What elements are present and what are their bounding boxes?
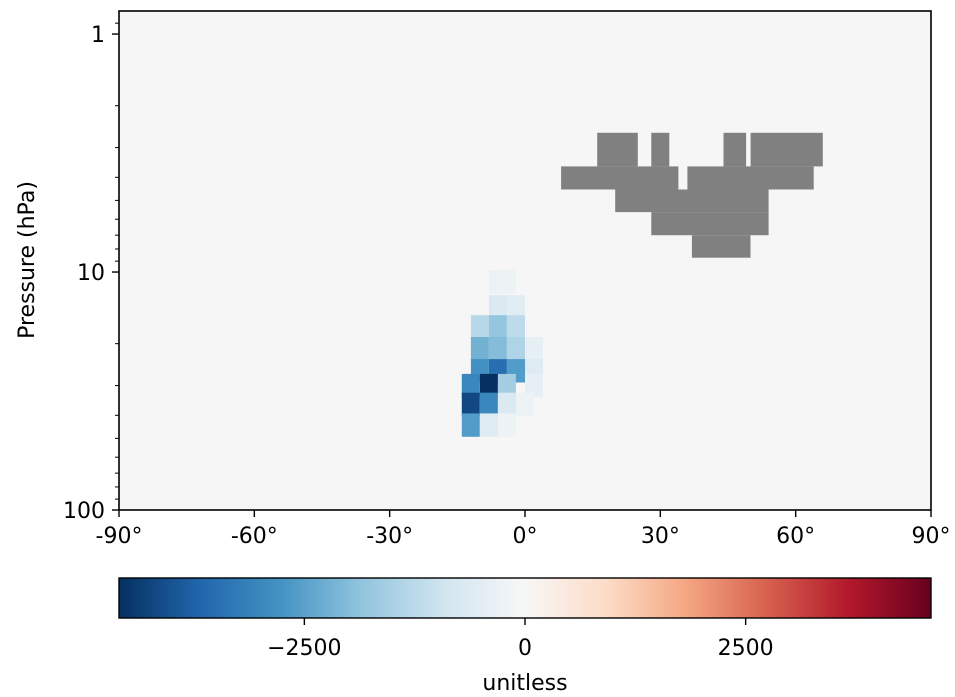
missing-data-cell bbox=[597, 132, 638, 167]
y-tick-label: 10 bbox=[77, 261, 105, 286]
plot-background bbox=[119, 11, 931, 510]
x-tick-label: 90° bbox=[912, 524, 951, 549]
x-tick-label: -90° bbox=[96, 524, 143, 549]
heatmap-cell bbox=[497, 392, 516, 417]
y-tick-label: 1 bbox=[91, 23, 105, 48]
x-tick-label: 0° bbox=[513, 524, 538, 549]
heatmap-cell bbox=[516, 392, 534, 417]
plot-area bbox=[118, 10, 932, 511]
colorbar-tick-label: 2500 bbox=[718, 636, 774, 661]
heatmap-cell bbox=[479, 392, 498, 417]
heatmap-cell bbox=[461, 392, 480, 417]
missing-data-cell bbox=[750, 132, 823, 167]
heatmap-cell bbox=[507, 337, 525, 361]
heatmap-cell bbox=[488, 295, 507, 319]
missing-data-cell bbox=[615, 189, 769, 213]
x-tick-label: 60° bbox=[776, 524, 815, 549]
heatmap-cell bbox=[497, 373, 516, 398]
heatmap-cell bbox=[461, 373, 480, 398]
missing-data-cell bbox=[651, 212, 769, 236]
heatmap-cell bbox=[488, 337, 507, 361]
colorbar-tick-label: −2500 bbox=[267, 636, 341, 661]
y-axis-label: Pressure (hPa) bbox=[15, 181, 40, 339]
missing-data-cell bbox=[723, 132, 747, 167]
heatmap-cell bbox=[479, 413, 498, 437]
heatmap-cell bbox=[479, 373, 498, 398]
heatmap-cell bbox=[497, 270, 516, 294]
x-axis: -90° -60° -30° 0° 30° 60° 90° bbox=[96, 510, 951, 549]
heatmap-cell bbox=[507, 295, 525, 319]
x-tick-label: 30° bbox=[641, 524, 680, 549]
colorbar-label: unitless bbox=[482, 671, 567, 696]
missing-data-cell bbox=[691, 235, 751, 258]
heatmap-cell bbox=[525, 337, 543, 361]
heatmap-cell bbox=[507, 315, 525, 339]
colorbar-ticks: −2500 0 2500 bbox=[267, 618, 774, 661]
heatmap-cells bbox=[461, 270, 543, 437]
heatmap-cell bbox=[488, 315, 507, 339]
y-axis: 1 10 100 bbox=[63, 22, 119, 524]
colorbar: −2500 0 2500 unitless bbox=[118, 577, 932, 696]
missing-data-cell bbox=[687, 166, 814, 190]
heatmap-cell bbox=[497, 413, 516, 437]
x-tick-label: -30° bbox=[366, 524, 413, 549]
missing-data-blocks bbox=[561, 132, 823, 258]
y-tick-label: 100 bbox=[63, 499, 105, 524]
missing-data-cell bbox=[651, 132, 670, 167]
heatmap-cell bbox=[470, 337, 489, 361]
colorbar-tick-label: 0 bbox=[518, 636, 532, 661]
heatmap-cell bbox=[525, 373, 543, 398]
x-tick-label: -60° bbox=[231, 524, 278, 549]
colorbar-gradient bbox=[118, 577, 932, 619]
heatmap-cell bbox=[461, 413, 480, 437]
heatmap-cell bbox=[470, 315, 489, 339]
missing-data-cell bbox=[561, 166, 679, 190]
